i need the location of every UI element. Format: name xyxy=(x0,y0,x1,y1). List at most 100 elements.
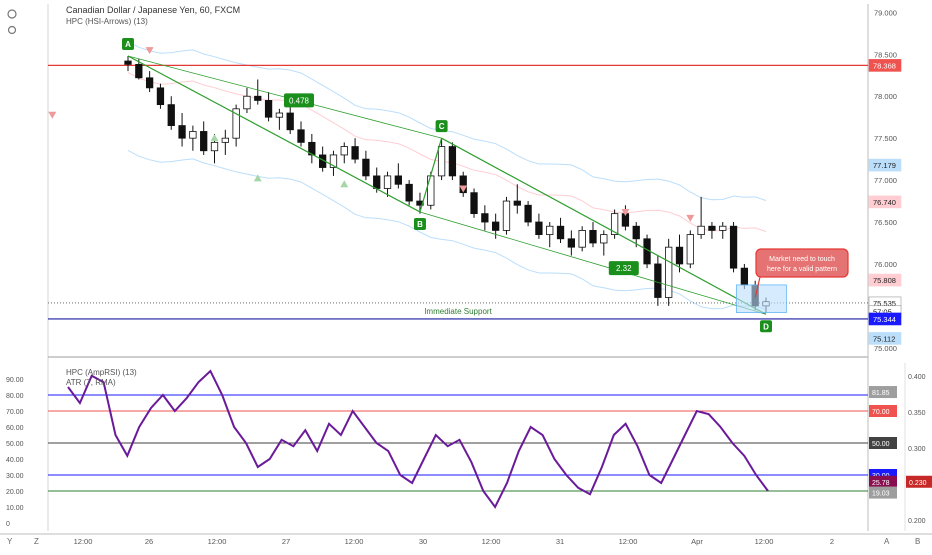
candle-body xyxy=(351,146,359,160)
candle xyxy=(340,142,348,164)
candle-body xyxy=(427,175,435,206)
candle xyxy=(665,238,673,306)
zoom-icon[interactable] xyxy=(7,25,17,35)
sell-arrow-icon xyxy=(686,214,695,222)
buy-arrow-icon xyxy=(210,134,219,142)
osc-tag: 0.230 xyxy=(906,475,932,488)
pattern-point-a: A xyxy=(122,37,134,50)
time-tick-label: 26 xyxy=(145,537,153,546)
pattern-line-bd xyxy=(419,211,767,315)
bottom-a-label[interactable]: A xyxy=(884,537,890,546)
price-tag: 78.368 xyxy=(868,59,902,72)
osc-subtitle: ATR (7, RMA) xyxy=(66,378,116,387)
osc-right-tick: 0.200 xyxy=(908,518,926,525)
bottom-z-label[interactable]: Z xyxy=(34,537,39,546)
price-tag-bg xyxy=(868,332,902,345)
osc-tag: 19.03 xyxy=(869,486,897,499)
osc-tag: 81.85 xyxy=(869,386,897,399)
price-tag-text: 75.808 xyxy=(873,276,896,285)
callout-box xyxy=(755,248,849,278)
osc-tick-label: 20.00 xyxy=(6,489,24,496)
time-tick-label: 12:00 xyxy=(482,537,501,546)
osc-tick-label: 80.00 xyxy=(6,393,24,400)
target-zone xyxy=(735,284,787,313)
candle xyxy=(578,226,586,252)
candle xyxy=(351,138,359,164)
candle-body xyxy=(308,141,316,156)
candle xyxy=(124,55,132,72)
candle xyxy=(546,222,554,248)
candle xyxy=(567,230,576,256)
osc-tick-label: 40.00 xyxy=(6,457,24,464)
osc-tag: 50.00 xyxy=(869,437,897,449)
tags: 78.368 77.179 76.740 75.808 75.53557:0575.34… xyxy=(868,59,932,499)
candle-body xyxy=(416,200,424,206)
candle-body xyxy=(719,225,727,231)
candle-body xyxy=(546,225,554,236)
candle xyxy=(729,222,738,273)
pattern-point-box xyxy=(435,120,448,133)
candle-body xyxy=(394,175,402,185)
candle xyxy=(654,255,662,306)
osc-tag-text: 19.03 xyxy=(872,491,890,498)
callout-text-1: Market need to touch xyxy=(769,256,835,263)
candle xyxy=(264,92,273,122)
ratio-box xyxy=(608,261,639,276)
osc-tag-text: 81.85 xyxy=(872,390,890,397)
sell-arrow-icon xyxy=(459,185,468,193)
candle-body xyxy=(200,131,208,152)
osc-right-tick: 0.300 xyxy=(908,446,926,453)
candle-body xyxy=(492,221,500,231)
candle xyxy=(362,150,370,181)
candle xyxy=(394,163,402,189)
candle-body xyxy=(459,175,467,194)
time-tick-label: 31 xyxy=(556,537,564,546)
pattern-leg-ab xyxy=(127,55,421,213)
price-tag: 75.808 xyxy=(868,273,902,287)
bottom-y-label[interactable]: Y xyxy=(7,537,13,546)
candle xyxy=(200,121,208,155)
candle xyxy=(221,129,229,155)
candle xyxy=(178,113,186,147)
support-label: Immediate Support xyxy=(424,307,492,316)
price-tag-text: 75.535 xyxy=(873,299,896,308)
time-tick-label: 27 xyxy=(282,537,290,546)
price-tag: 76.740 xyxy=(868,195,902,209)
ratio-text: 0.478 xyxy=(289,96,310,105)
settings-icon[interactable] xyxy=(7,9,17,19)
candle xyxy=(470,188,478,218)
osc-tag: 70.00 xyxy=(869,405,897,417)
pattern-point-box xyxy=(760,320,772,333)
pattern-leg-bc xyxy=(419,137,443,213)
candle xyxy=(329,150,338,176)
candle xyxy=(437,138,446,181)
candle-body xyxy=(665,246,673,298)
candle-body xyxy=(556,225,565,240)
price-tag-text: 78.368 xyxy=(873,61,896,70)
candle-body xyxy=(221,137,229,143)
price-tag-text: 76.740 xyxy=(873,198,896,207)
candle xyxy=(427,171,435,210)
osc-tick-label: 30.00 xyxy=(6,473,24,480)
price-tag-text: 75.112 xyxy=(873,334,895,343)
osc-tag-text: 0.230 xyxy=(909,480,927,487)
bottom-b-label[interactable]: B xyxy=(915,537,920,546)
price-tick-label: 78.500 xyxy=(874,50,897,59)
candle xyxy=(675,234,684,273)
callout-text-2: here for a valid pattern xyxy=(767,266,837,273)
candle-body xyxy=(232,108,240,139)
candle-body xyxy=(740,267,749,286)
sell-arrow-icon xyxy=(621,208,630,216)
price-tag-bg xyxy=(868,273,902,287)
candle-body xyxy=(383,175,392,189)
candle-body xyxy=(470,192,478,215)
callout: Market need to touch here for a valid pat… xyxy=(754,248,849,298)
candle-body xyxy=(708,225,716,231)
pattern-point-d: D xyxy=(760,320,772,333)
candle-body xyxy=(362,158,370,177)
candle-body xyxy=(697,225,705,236)
candle-body xyxy=(373,175,381,189)
sell-arrow-icon xyxy=(145,47,154,55)
